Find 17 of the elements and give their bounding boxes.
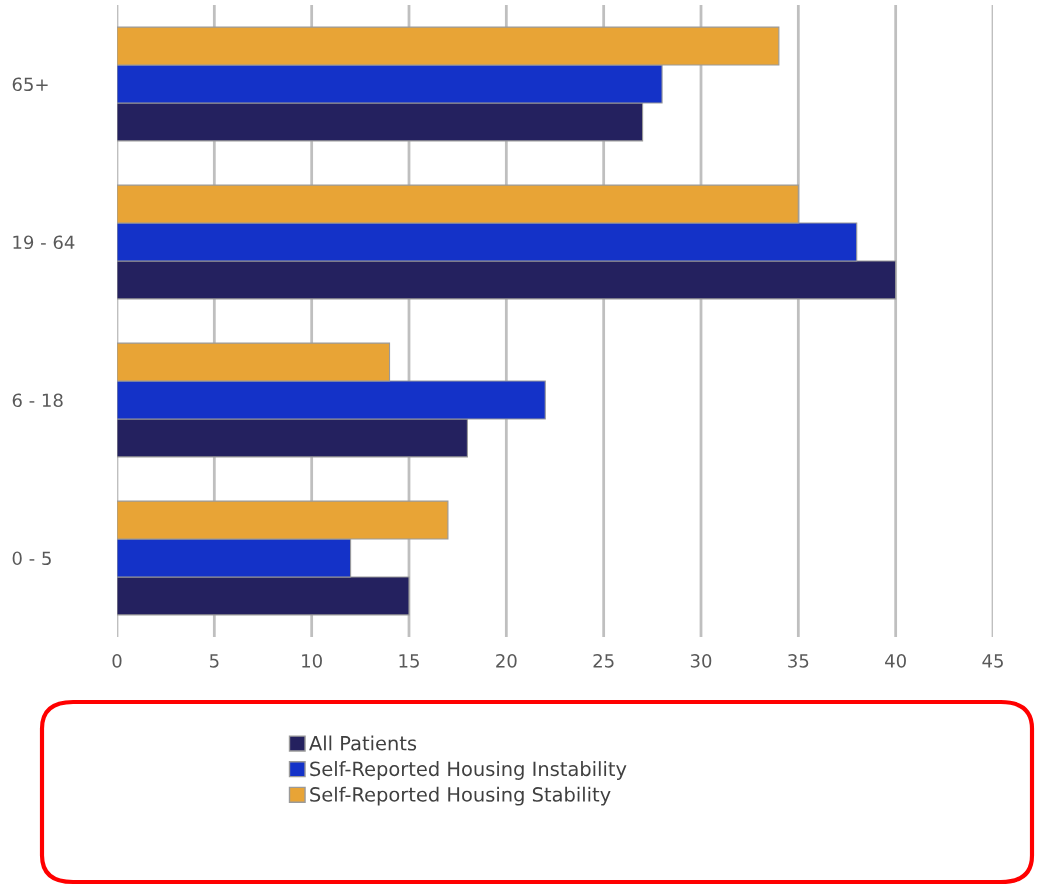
legend-label: All Patients bbox=[309, 735, 417, 751]
x-tick-label: 20 bbox=[496, 653, 517, 668]
x-tick-label: 5 bbox=[209, 654, 219, 668]
x-tick-label: 40 bbox=[885, 653, 906, 668]
y-tick-label: 65+ bbox=[12, 77, 48, 92]
x-tick-label: 30 bbox=[690, 653, 712, 668]
legend-label: Self-Reported Housing Stability bbox=[310, 786, 611, 806]
y-tick-label: 6 - 18 bbox=[12, 393, 63, 408]
x-tick-label: 15 bbox=[399, 654, 419, 668]
y-tick-label: 19 - 64 bbox=[13, 235, 75, 250]
x-tick-label: 35 bbox=[788, 653, 809, 668]
x-tick-label: 45 bbox=[982, 654, 1003, 668]
x-tick-label: 0 bbox=[112, 653, 122, 668]
legend-label: Self-Reported Housing Instability bbox=[310, 761, 627, 780]
x-tick-label: 10 bbox=[302, 653, 322, 668]
x-tick-label: 25 bbox=[593, 653, 614, 668]
y-tick-label: 0 - 5 bbox=[12, 551, 51, 566]
